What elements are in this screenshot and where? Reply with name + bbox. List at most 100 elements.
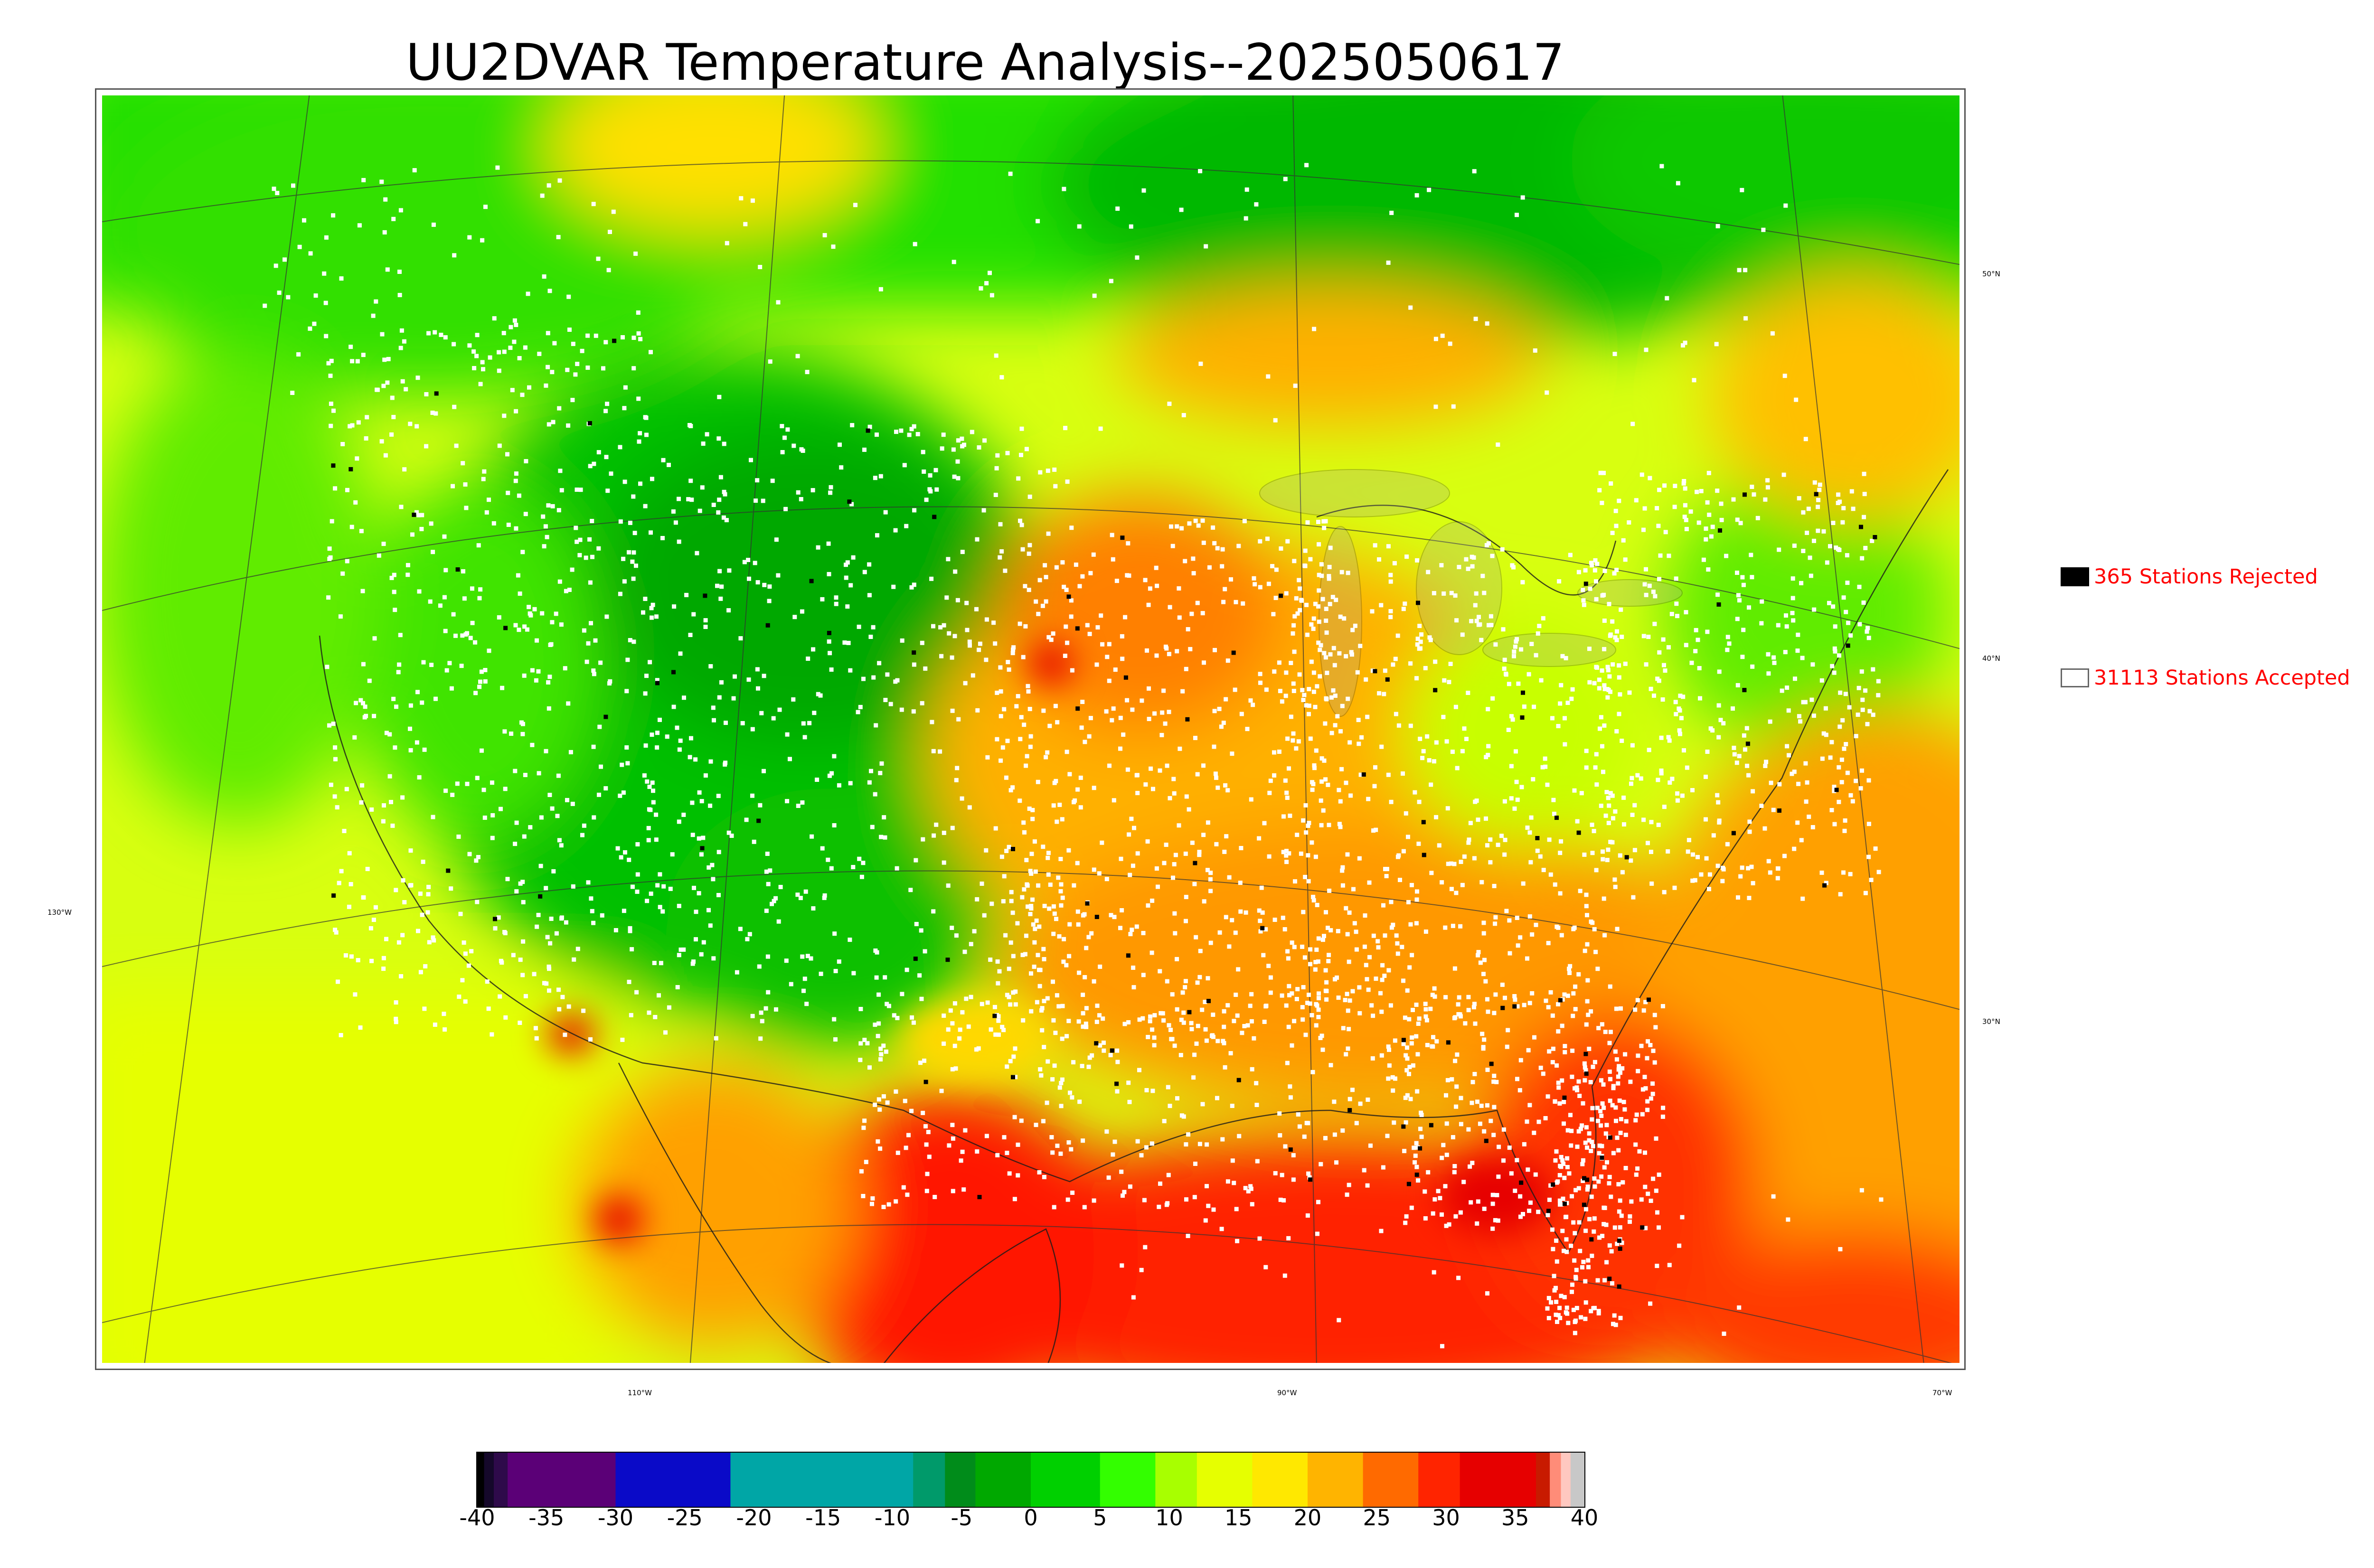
station-accepted-marker [586, 880, 591, 885]
station-accepted-marker [929, 576, 934, 581]
station-accepted-marker [1171, 777, 1176, 781]
station-accepted-marker [555, 814, 560, 818]
station-accepted-marker [1105, 655, 1110, 659]
station-accepted-marker [1584, 749, 1589, 753]
station-accepted-marker [495, 165, 500, 170]
station-accepted-marker [1608, 632, 1613, 637]
station-accepted-marker [1219, 1227, 1224, 1231]
station-accepted-marker [933, 1195, 937, 1199]
station-accepted-marker [1234, 1207, 1239, 1211]
station-accepted-marker [1581, 1101, 1585, 1106]
station-accepted-marker [848, 583, 853, 588]
station-accepted-marker [1562, 992, 1567, 997]
station-accepted-marker [744, 817, 749, 822]
station-accepted-marker [828, 651, 832, 656]
station-accepted-marker [589, 621, 593, 626]
station-accepted-marker [1041, 1119, 1046, 1124]
station-accepted-marker [764, 869, 769, 874]
station-accepted-marker [1527, 914, 1532, 919]
station-accepted-marker [1636, 1053, 1640, 1058]
station-accepted-marker [1042, 1175, 1046, 1179]
station-accepted-marker [1282, 927, 1287, 931]
station-accepted-marker [876, 1033, 880, 1038]
station-accepted-marker [490, 836, 495, 840]
station-accepted-marker [833, 1037, 838, 1042]
station-accepted-marker [1593, 765, 1598, 770]
station-accepted-marker [1220, 564, 1225, 569]
station-accepted-marker [1346, 1046, 1350, 1051]
station-accepted-marker [799, 447, 804, 452]
station-rejected-marker [1521, 690, 1525, 695]
station-accepted-marker [1747, 896, 1752, 901]
station-accepted-marker [1823, 706, 1828, 711]
station-accepted-marker [927, 487, 932, 492]
station-accepted-marker [749, 458, 753, 462]
station-accepted-marker [1843, 692, 1848, 696]
station-accepted-marker [520, 550, 525, 554]
colorbar-segment [1363, 1453, 1419, 1507]
station-accepted-marker [848, 938, 852, 942]
station-accepted-marker [1584, 892, 1589, 897]
station-accepted-marker [273, 263, 278, 268]
station-accepted-marker [1196, 1023, 1200, 1028]
station-accepted-marker [374, 299, 378, 304]
station-accepted-marker [398, 346, 403, 350]
station-accepted-marker [1784, 624, 1789, 629]
station-accepted-marker [442, 595, 447, 600]
station-accepted-marker [359, 800, 364, 805]
station-accepted-marker [1833, 624, 1837, 629]
station-accepted-marker [1345, 852, 1350, 857]
station-accepted-marker [630, 559, 635, 564]
station-accepted-marker [408, 726, 412, 731]
station-accepted-marker [1069, 598, 1074, 603]
colorbar-segment [1308, 1453, 1364, 1507]
station-accepted-marker [1279, 546, 1283, 551]
station-accepted-marker [1511, 565, 1516, 570]
station-accepted-marker [832, 931, 837, 936]
station-accepted-marker [636, 331, 641, 336]
station-accepted-marker [1186, 627, 1190, 631]
station-accepted-marker [1046, 635, 1051, 639]
station-accepted-marker [868, 635, 873, 639]
station-accepted-marker [689, 498, 694, 502]
station-accepted-marker [1305, 1213, 1310, 1218]
station-accepted-marker [675, 985, 680, 989]
station-accepted-marker [460, 978, 465, 983]
station-accepted-marker [716, 893, 721, 897]
station-accepted-marker [1488, 1118, 1493, 1123]
station-accepted-marker [1503, 995, 1507, 1000]
station-rejected-marker [1640, 1225, 1645, 1230]
station-accepted-marker [628, 929, 632, 933]
station-accepted-marker [1262, 1020, 1267, 1024]
station-accepted-marker [1319, 562, 1324, 567]
station-accepted-marker [956, 476, 961, 480]
station-accepted-marker [1610, 619, 1615, 624]
station-accepted-marker [1414, 921, 1419, 926]
station-accepted-marker [335, 805, 339, 810]
station-accepted-marker [1647, 583, 1652, 588]
station-accepted-marker [418, 892, 423, 896]
station-accepted-marker [1314, 1002, 1319, 1006]
station-accepted-marker [1790, 771, 1794, 776]
station-accepted-marker [1466, 840, 1471, 845]
station-accepted-marker [1135, 791, 1140, 795]
station-accepted-marker [1454, 1104, 1459, 1109]
station-accepted-marker [1351, 887, 1356, 892]
station-accepted-marker [1623, 1052, 1628, 1057]
station-accepted-marker [1515, 637, 1519, 641]
station-accepted-marker [1630, 422, 1635, 426]
station-accepted-marker [1309, 622, 1314, 627]
station-accepted-marker [1741, 582, 1746, 587]
station-accepted-marker [923, 949, 927, 954]
station-accepted-marker [1545, 1306, 1550, 1311]
station-accepted-marker [1590, 1106, 1595, 1110]
station-accepted-marker [697, 508, 702, 513]
station-accepted-marker [350, 359, 355, 364]
station-rejected-marker [1361, 772, 1366, 777]
station-accepted-marker [1036, 611, 1041, 616]
station-accepted-marker [543, 524, 548, 529]
station-accepted-marker [312, 321, 317, 326]
station-accepted-marker [1644, 347, 1649, 352]
station-accepted-marker [350, 423, 355, 428]
station-accepted-marker [1659, 164, 1664, 169]
